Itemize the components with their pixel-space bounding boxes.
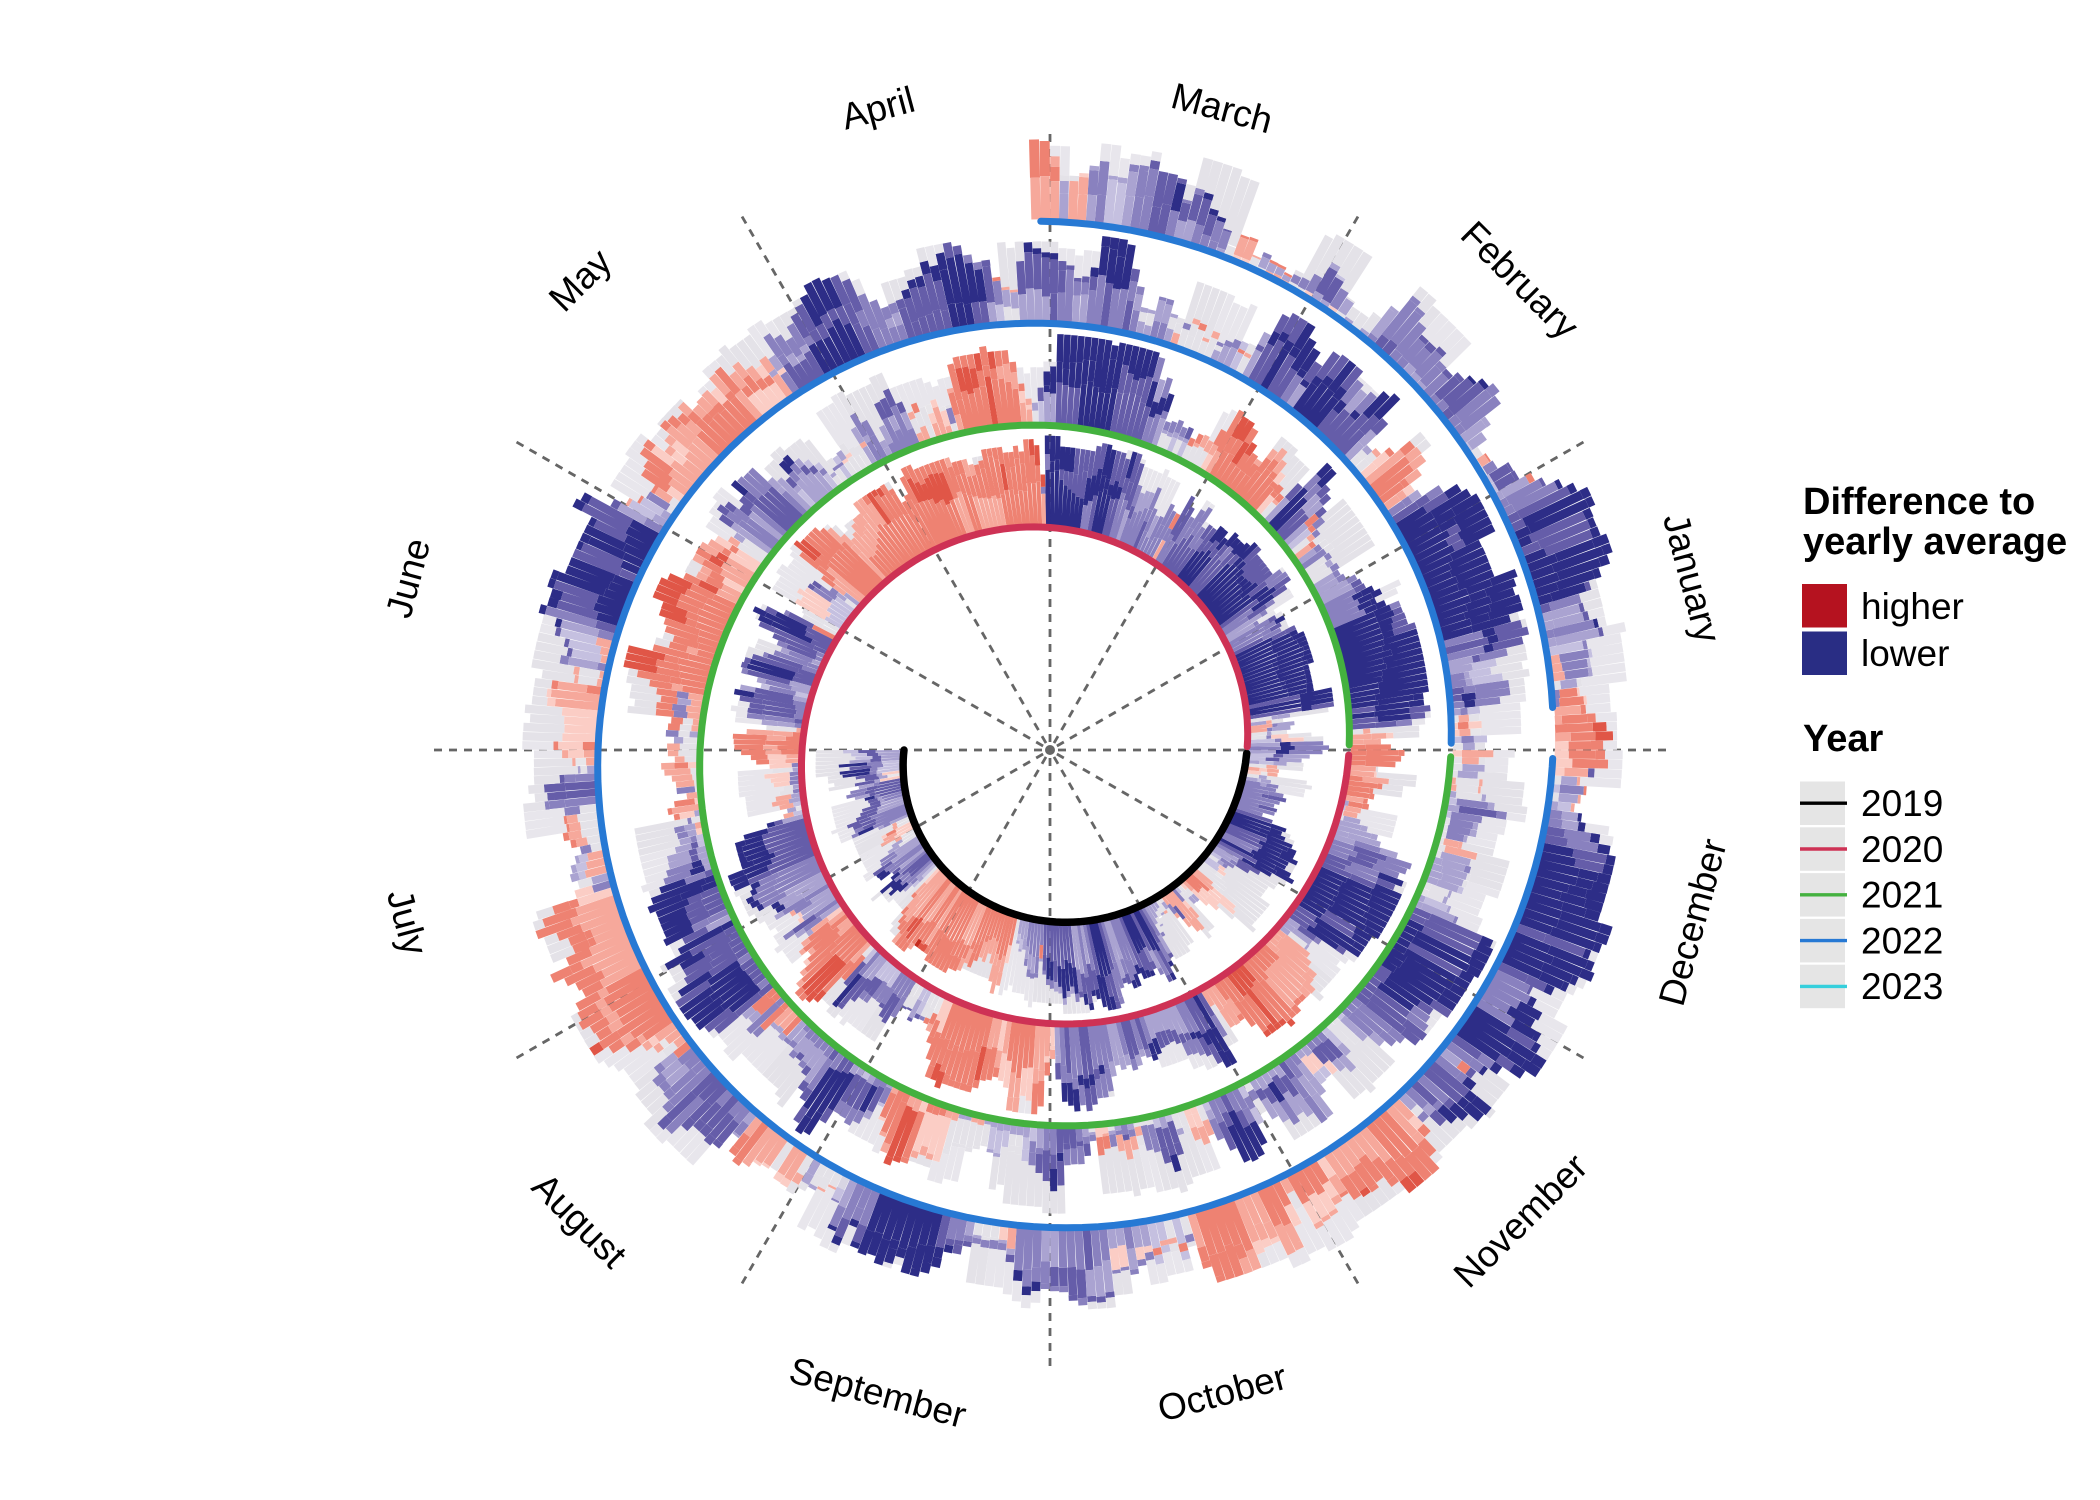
svg-text:lower: lower <box>1861 633 1949 674</box>
svg-text:2023: 2023 <box>1861 966 1943 1007</box>
svg-text:higher: higher <box>1861 586 1964 627</box>
svg-text:2019: 2019 <box>1861 783 1943 824</box>
svg-text:Difference to: Difference to <box>1803 481 2035 523</box>
svg-text:yearly average: yearly average <box>1803 521 2067 563</box>
svg-text:2020: 2020 <box>1861 829 1943 870</box>
svg-text:Year: Year <box>1803 718 1884 760</box>
svg-text:2021: 2021 <box>1861 875 1943 916</box>
svg-text:2022: 2022 <box>1861 920 1943 961</box>
